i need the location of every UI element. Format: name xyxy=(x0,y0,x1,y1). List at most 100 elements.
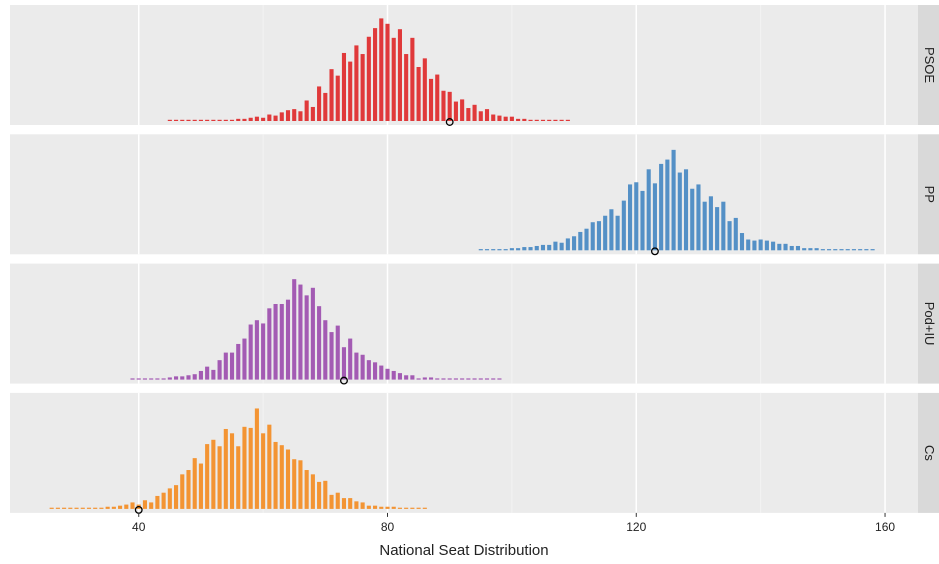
bar xyxy=(453,101,458,121)
bar xyxy=(478,378,483,380)
bar xyxy=(373,28,378,121)
bar xyxy=(267,308,272,380)
bar xyxy=(671,149,676,251)
bar xyxy=(484,109,490,121)
bar xyxy=(441,378,446,380)
bar xyxy=(404,54,409,121)
bar xyxy=(509,248,514,251)
bar xyxy=(559,242,564,251)
bar xyxy=(808,248,813,251)
bar xyxy=(254,116,259,121)
bar xyxy=(360,502,365,509)
bar xyxy=(223,119,228,121)
bar xyxy=(858,249,863,251)
bar xyxy=(733,217,738,251)
bar xyxy=(105,506,110,509)
bar xyxy=(572,236,577,251)
bar xyxy=(136,378,141,380)
bar xyxy=(273,304,278,380)
bar xyxy=(254,320,259,380)
bar xyxy=(404,375,409,380)
bar xyxy=(379,506,384,509)
bar xyxy=(298,460,303,509)
bar xyxy=(223,428,228,509)
bar xyxy=(715,207,720,251)
panel xyxy=(10,263,918,384)
x-tick-label: 40 xyxy=(132,520,146,534)
bar xyxy=(310,106,315,121)
bar xyxy=(310,474,315,509)
bar xyxy=(640,190,645,251)
bar xyxy=(192,119,197,121)
bar xyxy=(80,507,85,509)
bar xyxy=(385,368,390,380)
bar xyxy=(229,352,235,380)
bar xyxy=(609,209,614,251)
bar xyxy=(366,360,371,380)
bar xyxy=(279,112,284,121)
bar xyxy=(428,78,434,121)
bar xyxy=(603,215,608,251)
bar xyxy=(292,459,297,509)
bar xyxy=(118,505,123,509)
bar xyxy=(516,248,521,251)
bar xyxy=(366,505,371,509)
marker xyxy=(650,247,659,256)
strip-label: Cs xyxy=(922,445,937,461)
bar xyxy=(329,494,334,509)
bar xyxy=(416,67,421,121)
bar xyxy=(149,378,154,380)
bar xyxy=(397,373,402,380)
bar xyxy=(416,507,421,509)
x-tick-label: 80 xyxy=(381,520,395,534)
bar xyxy=(267,424,272,509)
bar xyxy=(441,90,446,121)
bar xyxy=(211,119,216,121)
bar xyxy=(708,196,713,251)
bar xyxy=(173,119,179,121)
bar xyxy=(391,37,396,122)
bar xyxy=(559,119,564,121)
bar xyxy=(764,240,769,251)
bar xyxy=(795,245,801,251)
bar xyxy=(503,116,508,121)
bar xyxy=(839,249,844,251)
bar xyxy=(466,108,471,121)
bar xyxy=(348,338,353,380)
bar xyxy=(578,231,583,251)
bar xyxy=(99,507,104,509)
bar xyxy=(242,426,247,509)
bar xyxy=(354,501,359,509)
bar xyxy=(229,433,235,509)
bar xyxy=(242,118,247,121)
bar xyxy=(491,114,496,121)
bar xyxy=(777,243,782,251)
bar xyxy=(285,110,291,121)
bar xyxy=(304,295,309,380)
bar xyxy=(789,245,794,251)
bar xyxy=(752,240,757,251)
bar xyxy=(217,446,222,509)
bar xyxy=(453,378,458,380)
bar xyxy=(435,74,440,121)
bar xyxy=(435,378,440,380)
strip-label: Pod+IU xyxy=(922,302,937,346)
bar xyxy=(484,378,490,380)
bar xyxy=(248,324,253,380)
bar xyxy=(621,200,626,251)
bar xyxy=(379,365,384,380)
bar xyxy=(292,109,297,121)
bar xyxy=(285,449,291,509)
bar xyxy=(323,320,328,380)
bar xyxy=(329,332,334,380)
bar xyxy=(217,360,222,380)
bar xyxy=(348,498,353,509)
bar xyxy=(397,29,402,122)
bar xyxy=(62,507,67,509)
bar xyxy=(248,427,253,509)
bar xyxy=(478,111,483,121)
bar xyxy=(205,366,210,380)
bar xyxy=(341,347,347,380)
bar xyxy=(584,228,589,251)
bar xyxy=(683,169,689,251)
